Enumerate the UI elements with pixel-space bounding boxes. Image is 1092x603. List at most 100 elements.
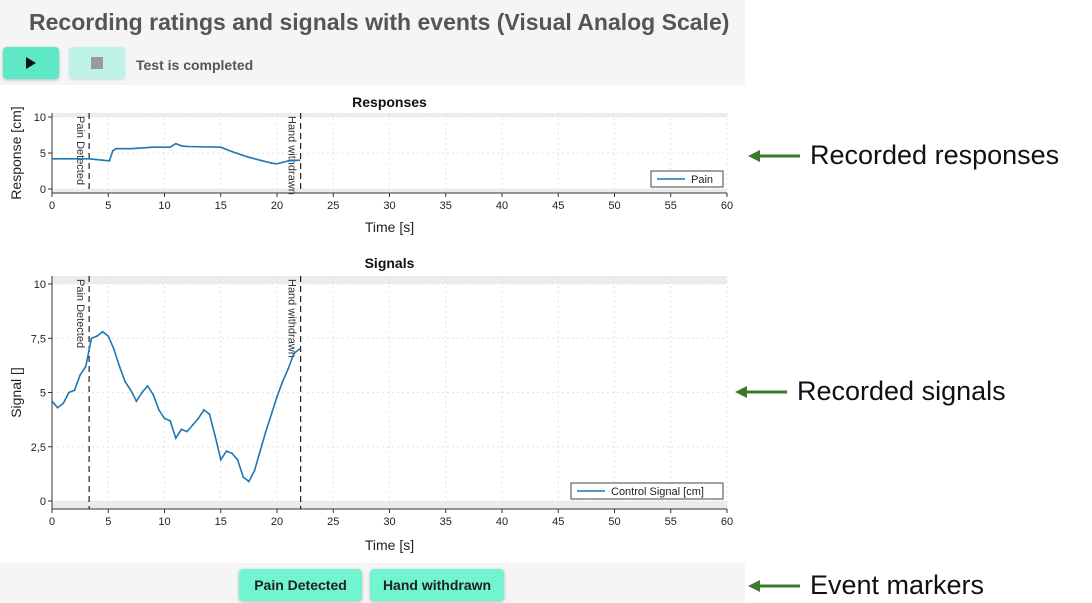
data-point: [186, 430, 188, 433]
data-point: [270, 162, 273, 164]
x-tick-label: 10: [158, 200, 170, 212]
y-tick-label: 10: [34, 279, 46, 291]
data-point: [88, 157, 91, 160]
x-tick-label: 25: [327, 516, 339, 528]
data-point: [270, 413, 273, 416]
data-point: [101, 159, 104, 162]
x-tick-label: 60: [721, 516, 733, 528]
annotation-events: Event markers: [748, 570, 984, 601]
chart-title: Responses: [352, 94, 427, 110]
x-tick-label: 30: [383, 516, 395, 528]
annotation-signals: Recorded signals: [735, 376, 1006, 407]
event-marker-label: Pain Detected: [74, 116, 86, 185]
x-tick-label: 10: [158, 516, 170, 528]
data-point: [247, 156, 250, 159]
x-tick-label: 15: [215, 516, 227, 528]
legend-box: [650, 170, 724, 188]
data-point: [259, 450, 262, 452]
y-axis-label: Signal []: [8, 367, 24, 418]
data-point: [191, 424, 194, 426]
page-title: Recording ratings and signals with event…: [29, 9, 730, 35]
x-tick-label: 20: [271, 200, 283, 212]
data-point: [141, 391, 143, 394]
data-point: [135, 400, 138, 403]
plot-band-bottom: [52, 189, 727, 193]
event-toolbar: Pain Detected Hand withdrawn: [0, 563, 745, 603]
annotation-responses: Recorded responses: [748, 140, 1059, 171]
status-text: Test is completed: [136, 57, 254, 73]
arrow-left-icon: [748, 149, 800, 162]
responses-chart: Responses 0 5 10 15 20 25 30 35 40 45 50 55 60 0 5 10 Tim…: [8, 94, 733, 235]
app-header: Recording ratings and signals with event…: [0, 0, 745, 85]
data-point: [219, 146, 222, 149]
data-point: [231, 452, 233, 455]
x-tick-label: 20: [271, 516, 283, 528]
data-point: [124, 380, 127, 383]
y-tick-label: 5: [40, 388, 46, 400]
data-point: [108, 160, 111, 162]
data-point: [129, 147, 132, 150]
stop-icon: [91, 57, 103, 69]
x-tick-label: 40: [496, 200, 508, 212]
pain-detected-button[interactable]: Pain Detected: [239, 569, 362, 601]
x-tick-label: 45: [552, 200, 564, 212]
data-point: [174, 142, 177, 145]
data-point: [202, 408, 205, 411]
x-tick-label: 55: [665, 200, 677, 212]
plot-band-top: [52, 276, 727, 284]
x-tick-label: 30: [383, 200, 395, 212]
arrow-left-icon: [735, 385, 787, 398]
x-tick-label: 45: [552, 516, 564, 528]
x-tick-label: 55: [665, 516, 677, 528]
data-point: [287, 160, 290, 162]
data-point: [101, 330, 104, 333]
data-point: [219, 458, 222, 461]
annotation-signals-label: Recorded signals: [797, 376, 1006, 406]
data-point: [208, 413, 211, 416]
data-point: [225, 450, 228, 452]
data-point: [169, 146, 172, 149]
y-tick-label: 2,5: [31, 442, 46, 454]
plot-band-bottom: [52, 501, 727, 509]
x-tick-label: 35: [440, 516, 452, 528]
data-point: [180, 428, 183, 431]
y-tick-label: 0: [40, 184, 46, 196]
data-point: [163, 417, 166, 420]
x-tick-label: 0: [49, 516, 55, 528]
x-tick-label: 40: [496, 516, 508, 528]
y-axis-label: Response [cm]: [8, 106, 24, 199]
x-tick-label: 0: [49, 200, 55, 212]
data-point: [56, 406, 59, 409]
data-point: [90, 337, 93, 340]
play-icon: [26, 57, 36, 69]
x-tick-label: 15: [215, 200, 227, 212]
y-tick-label: 0: [40, 496, 46, 508]
data-point: [276, 395, 278, 398]
data-point: [242, 476, 245, 479]
data-point: [292, 352, 295, 355]
legend-entry: Control Signal [cm]: [611, 486, 704, 498]
data-point: [253, 469, 256, 472]
y-tick-label: 7,5: [31, 333, 46, 345]
arrow-left-icon: [748, 579, 800, 592]
x-tick-label: 5: [105, 516, 111, 528]
data-point: [67, 391, 70, 394]
data-point: [79, 374, 82, 377]
x-axis-label: Time [s]: [365, 537, 414, 553]
data-point: [236, 458, 239, 461]
data-point: [231, 150, 233, 153]
data-point: [264, 430, 267, 433]
data-point: [298, 348, 301, 350]
annotation-responses-label: Recorded responses: [810, 140, 1060, 170]
data-point: [73, 389, 76, 392]
data-point: [129, 389, 132, 392]
x-tick-label: 50: [608, 200, 620, 212]
play-button[interactable]: [3, 47, 59, 79]
data-point: [180, 144, 183, 147]
stop-button[interactable]: [69, 47, 125, 79]
y-tick-label: 10: [34, 112, 46, 124]
x-tick-label: 35: [440, 200, 452, 212]
data-point: [96, 335, 98, 337]
data-point: [146, 385, 149, 387]
hand-withdrawn-button[interactable]: Hand withdrawn: [370, 569, 504, 601]
